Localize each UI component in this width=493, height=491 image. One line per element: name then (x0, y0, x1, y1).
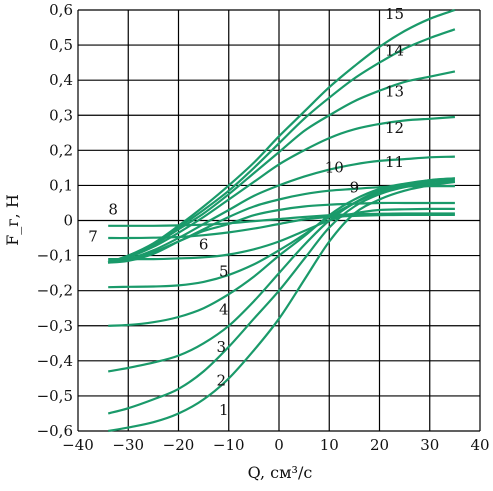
curves (107, 8, 456, 433)
curve-label-13: 13 (385, 83, 404, 101)
series-line-4 (108, 177, 455, 327)
curve-label-10: 10 (325, 158, 344, 176)
x-tick-label: 20 (370, 436, 389, 454)
x-tick-label: 40 (470, 436, 489, 454)
curve-label-4: 4 (219, 301, 229, 319)
curve-label-15: 15 (385, 5, 404, 23)
series-line-14 (107, 28, 456, 264)
curve-label-2: 2 (216, 371, 226, 389)
y-tick-label: 0,3 (49, 106, 73, 124)
x-tick-label: −20 (163, 436, 195, 454)
curve-label-8: 8 (108, 201, 118, 219)
y-tick-label: −0,3 (37, 317, 73, 335)
y-tick-label: 0,4 (49, 71, 73, 89)
curve-label-9: 9 (350, 178, 360, 196)
series-line-12 (107, 115, 455, 264)
series-line-2 (107, 180, 455, 415)
y-tick-label: 0,2 (49, 141, 73, 159)
curve-label-1: 1 (219, 401, 229, 419)
x-axis-title: Q, см³/с (248, 463, 313, 482)
y-tick-label: 0,6 (49, 1, 73, 19)
curve-label-11: 11 (385, 153, 404, 171)
curve-label-6: 6 (199, 235, 209, 253)
series-line-10 (108, 184, 455, 264)
x-tick-label: 0 (274, 436, 284, 454)
x-tick-label: −40 (62, 436, 94, 454)
x-tick-label: −10 (213, 436, 245, 454)
curve-label-7: 7 (88, 228, 98, 246)
y-tick-label: −0,4 (37, 352, 73, 370)
series-line-15 (107, 8, 456, 264)
y-tick-label: −0,2 (37, 282, 73, 300)
series-line-11 (108, 155, 455, 264)
y-tick-label: 0 (63, 212, 73, 230)
y-tick-label: 0,5 (49, 36, 73, 54)
y-tick-label: −0,6 (37, 422, 73, 440)
x-tick-label: 10 (320, 436, 339, 454)
grid (77, 9, 481, 432)
tick-labels: −40 −30 −20 −10 0 10 20 30 40 0,6 0,5 0,4 0,3 0,2 0,1 0… (37, 1, 490, 454)
y-tick-label: −0,1 (37, 247, 73, 265)
series-line-6 (108, 207, 455, 261)
curve-label-12: 12 (385, 119, 404, 137)
curve-label-14: 14 (385, 42, 404, 60)
series-line-9 (108, 201, 455, 262)
series-line-8 (108, 212, 455, 227)
y-axis-title: F_г, Н (3, 194, 22, 246)
series-line-1 (108, 180, 456, 433)
x-tick-label: −30 (112, 436, 144, 454)
x-tick-label: 30 (420, 436, 439, 454)
y-tick-label: −0,5 (37, 387, 73, 405)
curve-label-3: 3 (216, 338, 226, 356)
curve-label-5: 5 (219, 263, 229, 281)
y-tick-label: 0,1 (49, 176, 73, 194)
